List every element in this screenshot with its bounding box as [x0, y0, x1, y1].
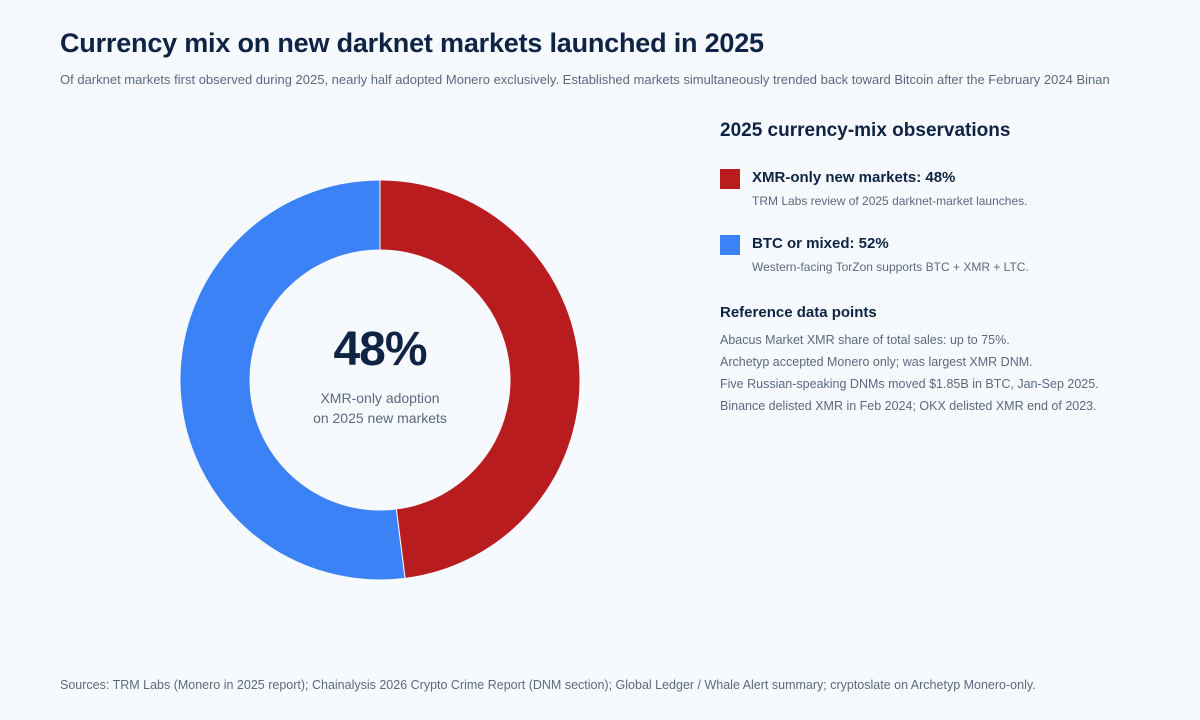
reference-point: Archetyp accepted Monero only; was large…	[720, 355, 1033, 369]
donut-slice-xmr-only-new-markets	[379, 179, 581, 579]
donut-center-caption: XMR-only adoption on 2025 new markets	[280, 388, 480, 428]
reference-list: Abacus Market XMR share of total sales: …	[720, 329, 1190, 417]
donut-center-caption-line-1: XMR-only adoption	[320, 390, 440, 406]
donut-slice-btc-or-mixed	[179, 179, 406, 581]
observations-panel: 2025 currency-mix observations XMR-only …	[720, 120, 1190, 417]
legend-item-xmr-only: XMR-only new markets: 48% TRM Labs revie…	[720, 168, 1190, 208]
legend-label-xmr-only: XMR-only new markets: 48%	[752, 169, 956, 186]
legend-item-btc-or-mixed: BTC or mixed: 52% Western-facing TorZon …	[720, 234, 1190, 274]
donut-center-caption-line-2: on 2025 new markets	[313, 410, 447, 426]
reference-point: Abacus Market XMR share of total sales: …	[720, 333, 1010, 347]
donut-center-value: 48%	[333, 323, 427, 376]
panel-title: 2025 currency-mix observations	[720, 120, 1011, 141]
donut-chart	[179, 179, 581, 581]
sources-footnote: Sources: TRM Labs (Monero in 2025 report…	[60, 678, 1036, 692]
reference-point: Binance delisted XMR in Feb 2024; OKX de…	[720, 399, 1097, 413]
page-subtitle: Of darknet markets first observed during…	[60, 72, 1110, 87]
legend-swatch-xmr-only	[720, 169, 740, 189]
reference-point: Five Russian-speaking DNMs moved $1.85B …	[720, 377, 1099, 391]
legend-swatch-btc-or-mixed	[720, 235, 740, 255]
reference-title: Reference data points	[720, 304, 877, 321]
legend-label-btc-or-mixed: BTC or mixed: 52%	[752, 235, 889, 252]
legend-note-btc-or-mixed: Western-facing TorZon supports BTC + XMR…	[752, 260, 1029, 274]
page-title: Currency mix on new darknet markets laun…	[60, 28, 764, 58]
legend-note-xmr-only: TRM Labs review of 2025 darknet-market l…	[752, 194, 1028, 208]
